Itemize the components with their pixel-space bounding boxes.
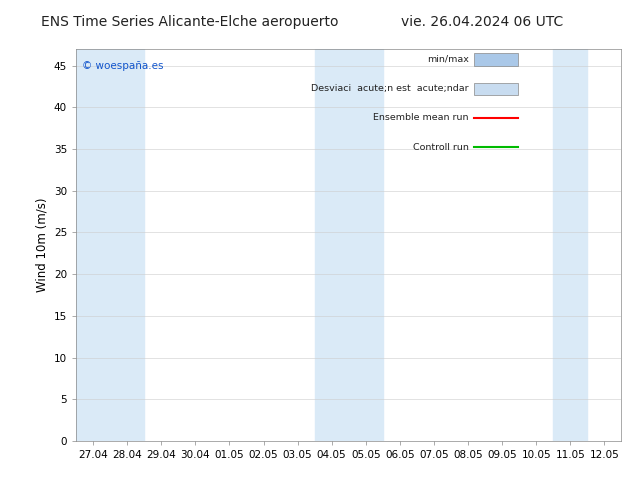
FancyBboxPatch shape	[474, 83, 518, 95]
Text: © woespaña.es: © woespaña.es	[82, 61, 163, 71]
Text: vie. 26.04.2024 06 UTC: vie. 26.04.2024 06 UTC	[401, 15, 563, 29]
Bar	[76, 49, 110, 441]
Bar	[314, 49, 349, 441]
Bar	[553, 49, 587, 441]
Text: Controll run: Controll run	[413, 143, 469, 151]
FancyBboxPatch shape	[474, 53, 518, 66]
Text: min/max: min/max	[427, 54, 469, 63]
Bar	[349, 49, 383, 441]
Text: ENS Time Series Alicante-Elche aeropuerto: ENS Time Series Alicante-Elche aeropuert…	[41, 15, 339, 29]
Text: Desviaci  acute;n est  acute;ndar: Desviaci acute;n est acute;ndar	[311, 84, 469, 93]
Bar	[110, 49, 144, 441]
Y-axis label: Wind 10m (m/s): Wind 10m (m/s)	[36, 198, 48, 292]
Text: Ensemble mean run: Ensemble mean run	[373, 113, 469, 122]
